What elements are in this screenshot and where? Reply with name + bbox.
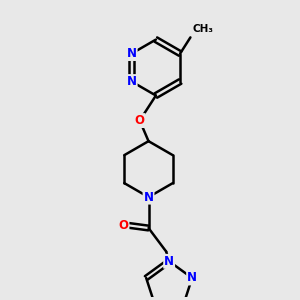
Text: N: N (127, 75, 137, 88)
Text: N: N (143, 190, 154, 204)
Text: N: N (164, 255, 174, 268)
Text: CH₃: CH₃ (193, 24, 214, 34)
Text: N: N (187, 272, 197, 284)
Text: O: O (118, 219, 128, 232)
Text: N: N (127, 47, 137, 60)
Text: O: O (135, 114, 145, 127)
